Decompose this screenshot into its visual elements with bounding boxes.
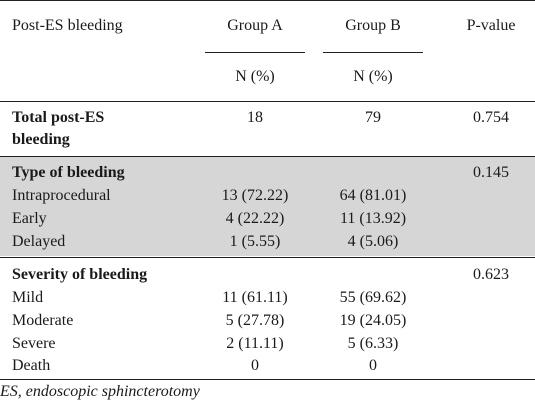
row-severe-label: Severe xyxy=(12,335,56,352)
row-intraprocedural-group-b: 64 (81.01) xyxy=(339,187,407,204)
row-delayed-label: Delayed xyxy=(12,233,66,250)
row-moderate-group-a: 5 (27.78) xyxy=(225,312,285,329)
type-of-bleeding-heading: Type of bleeding xyxy=(12,164,125,181)
severity-of-bleeding-p-value: 0.623 xyxy=(473,266,509,283)
unit-group-a: N (%) xyxy=(235,68,275,85)
row-intraprocedural-label: Intraprocedural xyxy=(12,187,111,204)
row-mild-group-a: 11 (61.11) xyxy=(222,289,288,306)
section-divider-1 xyxy=(0,156,535,157)
row-delayed-group-b: 4 (5.06) xyxy=(347,233,399,250)
total-label-line2: bleeding xyxy=(12,131,70,148)
total-p-value: 0.754 xyxy=(473,109,509,126)
total-group-b: 79 xyxy=(365,109,381,126)
header-post-es-bleeding: Post-ES bleeding xyxy=(12,17,123,34)
row-moderate-group-b: 19 (24.05) xyxy=(339,312,407,329)
header-bottom-rule xyxy=(0,101,535,102)
header-group-b: Group B xyxy=(345,17,401,34)
row-death-label: Death xyxy=(12,357,51,374)
group-b-underline xyxy=(323,52,423,53)
header-p-value: P-value xyxy=(466,17,516,34)
row-moderate-label: Moderate xyxy=(12,312,74,329)
total-group-a: 18 xyxy=(247,109,263,126)
table-footnote: ES, endoscopic sphincterotomy xyxy=(0,383,200,400)
table-top-rule xyxy=(0,0,535,1)
row-early-label: Early xyxy=(12,210,47,227)
header-group-a: Group A xyxy=(227,17,283,34)
row-mild-label: Mild xyxy=(12,289,44,306)
row-early-group-b: 11 (13.92) xyxy=(339,210,407,227)
row-intraprocedural-group-a: 13 (72.22) xyxy=(221,187,289,204)
row-death-group-a: 0 xyxy=(251,357,259,374)
row-severe-group-a: 2 (11.11) xyxy=(226,335,284,352)
type-of-bleeding-p-value: 0.145 xyxy=(473,164,509,181)
row-mild-group-b: 55 (69.62) xyxy=(339,289,407,306)
table-bottom-rule xyxy=(0,379,535,380)
severity-of-bleeding-heading: Severity of bleeding xyxy=(12,266,148,283)
section-divider-2 xyxy=(0,257,535,258)
type-of-bleeding-band xyxy=(0,157,535,256)
row-early-group-a: 4 (22.22) xyxy=(225,210,285,227)
row-delayed-group-a: 1 (5.55) xyxy=(229,233,281,250)
total-label-line1: Total post-ES xyxy=(12,109,105,126)
row-death-group-b: 0 xyxy=(369,357,377,374)
group-a-underline xyxy=(205,52,305,53)
row-severe-group-b: 5 (6.33) xyxy=(347,335,399,352)
unit-group-b: N (%) xyxy=(353,68,393,85)
